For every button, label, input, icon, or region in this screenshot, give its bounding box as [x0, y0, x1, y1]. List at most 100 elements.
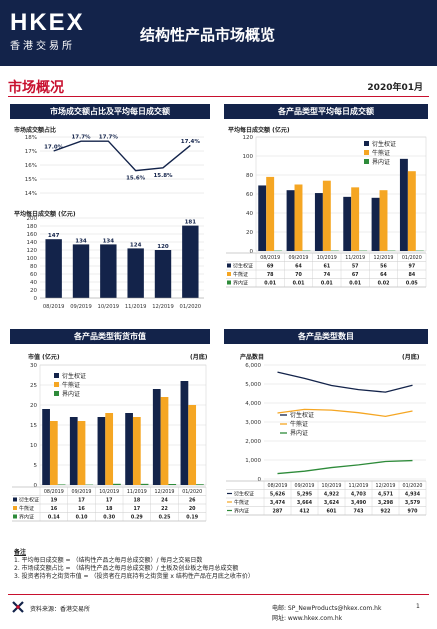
series-line [53, 140, 191, 172]
table-cell: 0.01 [293, 281, 305, 287]
data-label: 15.8% [153, 173, 173, 179]
avg-bar-chart: 0 20 40 60 80 100 120 140 160 180 200 147 08/2019 134… [27, 216, 204, 310]
x-tick-label: 12/2019 [155, 489, 175, 495]
bar [125, 413, 133, 485]
document-title: 结构性产品市场概览 [140, 26, 276, 44]
footer-source: 资料来源：香港交易所 [30, 606, 91, 613]
bar [154, 250, 172, 298]
notes-title: 备注 [14, 549, 27, 556]
legend-label: 衍生权证 [372, 140, 396, 148]
x-tick-label: 01/2020 [402, 255, 422, 261]
data-label: 120 [157, 244, 169, 250]
x-tick-label: 10/2019 [322, 483, 342, 489]
table-cell: 3,474 [270, 500, 286, 506]
x-tick-label: 12/2019 [152, 304, 174, 310]
ratio-chart-label: 市场成交额占比 [14, 127, 57, 134]
footer-website[interactable]: 网址: www.hkex.com.hk [272, 615, 343, 622]
legend-label: 牛熊证 [62, 381, 80, 389]
table-cell: 84 [408, 272, 415, 278]
plot-frame [255, 136, 427, 252]
bar [127, 248, 144, 298]
bar [72, 244, 90, 298]
data-label: 134 [75, 238, 87, 244]
table-cell: 70 [295, 272, 302, 278]
ratio-line-chart: 14% 15% 16% 17% 18% 17.0% 17.7% 17.7% 15.6% 15.8%… [25, 135, 204, 197]
y-tick-label: 20 [30, 288, 37, 294]
y-tick-label: 3,000 [245, 420, 261, 426]
table-cell: 0.10 [76, 515, 88, 521]
x-tick-label: 11/2019 [127, 489, 147, 495]
page-number: 1 [416, 603, 420, 610]
y-tick-label: 60 [30, 272, 37, 278]
bar [286, 190, 295, 251]
table-cell: 0.29 [131, 515, 143, 521]
table-cell: 601 [326, 509, 336, 515]
table-cell: 0.01 [349, 281, 361, 287]
table-cell: 26 [189, 498, 196, 504]
x-tick-label: 09/2019 [72, 489, 92, 495]
mktval-label: 市值 (亿元) [28, 354, 60, 361]
bar [294, 184, 303, 251]
table-cell: 16 [78, 506, 85, 512]
note-item: 3. 投资者持有之街货市值 = （投资者在月底持有之街货量 x 结构性产品在月底… [14, 573, 254, 580]
table-cell: 17 [106, 498, 113, 504]
table-cell: 17 [78, 498, 85, 504]
x-tick-label: 01/2020 [403, 483, 423, 489]
table-cell: 0.01 [264, 281, 276, 287]
x-tick-label: 09/2019 [70, 304, 92, 310]
note-item: 2. 市场成交额占比 = （结构性产品之每月总成交额）/ 主板及创业板之每月总成… [14, 565, 239, 572]
table-cell: 22 [161, 506, 168, 512]
x-tick-label: 08/2019 [43, 304, 65, 310]
y-tick-label: 6,000 [245, 363, 261, 369]
y-tick-label: 0 [34, 296, 38, 302]
panel-title-ratio-avg: 市场成交额占比及平均每日成交额 [10, 104, 210, 119]
y-tick-label: 16% [25, 163, 37, 169]
bar [379, 190, 388, 251]
table-cell: 4,934 [405, 492, 421, 498]
plot-frame [39, 364, 207, 486]
table-cell: 287 [272, 509, 282, 515]
y-tick-label: 2,000 [245, 439, 261, 445]
legend-swatch [13, 506, 17, 510]
bar [371, 197, 380, 251]
bar [69, 417, 78, 485]
legend-label: 界内证 [62, 390, 80, 398]
table-cell: 3,624 [324, 500, 340, 506]
bar [49, 421, 58, 485]
y-tick-label: 60 [246, 192, 253, 198]
bar [399, 158, 408, 251]
y-tick-label: 120 [27, 248, 38, 254]
bar [314, 193, 323, 251]
panel-title-market-value: 各产品类型街货市值 [10, 329, 210, 344]
table-cell: 64 [380, 272, 387, 278]
table-cell: 61 [323, 264, 330, 270]
series-line [277, 408, 413, 417]
table-row-label: 牛熊证 [233, 271, 248, 278]
legend-swatch [54, 382, 59, 387]
x-tick-label: 09/2019 [289, 255, 309, 261]
bar [188, 405, 197, 485]
data-label: 134 [103, 238, 115, 244]
table-cell: 74 [323, 272, 330, 278]
table-cell: 3,579 [405, 500, 421, 506]
bar [140, 483, 149, 485]
legend-swatch [364, 159, 369, 164]
table-cell: 4,703 [351, 492, 366, 498]
footer-email[interactable]: 电邮: SP_NewProducts@hkex.com.hk [272, 605, 382, 612]
table-cell: 18 [133, 498, 140, 504]
legend-swatch [364, 141, 369, 146]
y-tick-label: 200 [27, 216, 38, 222]
table-cell: 4,571 [378, 492, 393, 498]
data-label: 17.7% [71, 135, 91, 141]
data-label: 17.0% [44, 145, 64, 151]
legend-swatch [13, 514, 17, 519]
bar [152, 389, 161, 485]
table-row-label: 衍生权证 [19, 497, 39, 504]
legend-swatch [227, 272, 231, 276]
bar [97, 417, 106, 485]
table-cell: 24 [161, 498, 168, 504]
section-title: 市场概况 [8, 80, 64, 96]
bar [322, 180, 331, 251]
y-tick-label: 120 [243, 135, 254, 141]
table-cell: 18 [106, 506, 113, 512]
